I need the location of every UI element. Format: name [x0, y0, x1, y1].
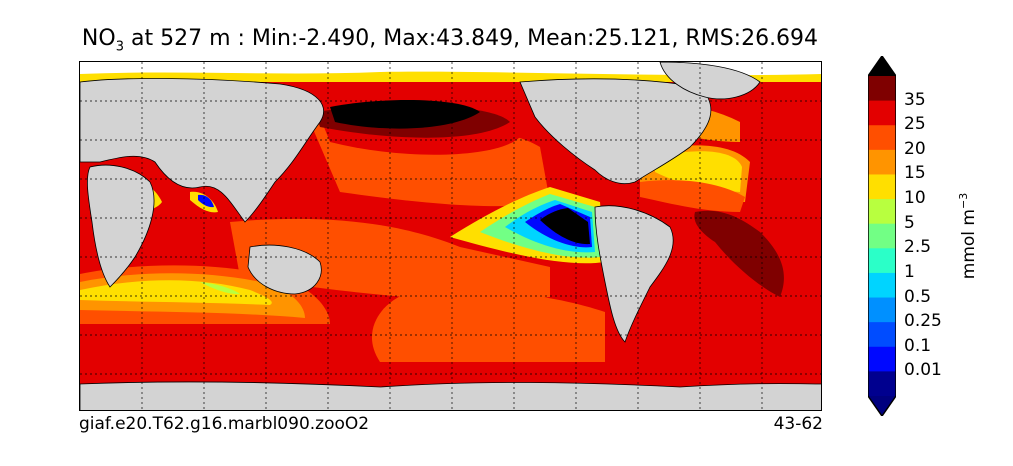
year-range: 43-62 — [773, 414, 823, 434]
arctic-missing — [80, 62, 821, 76]
colorbar-tick-label: 0.25 — [904, 311, 942, 332]
map-canvas — [80, 62, 821, 410]
colorbar-segment — [868, 223, 896, 249]
colorbar-units: mmol m−3 — [957, 193, 979, 279]
title-subscript: 3 — [115, 39, 124, 55]
bay-of-bengal-blue — [198, 194, 214, 208]
colorbar-tick-label: 10 — [904, 188, 926, 209]
subtropical-atlantic-orange — [640, 180, 745, 212]
nitrate-map — [79, 61, 822, 411]
title-species: NO — [81, 26, 116, 51]
colorbar-segment — [868, 346, 896, 372]
run-name: giaf.e20.T62.g16.marbl090.zooO2 — [79, 414, 370, 434]
colorbar-tick-label: 0.5 — [904, 286, 932, 307]
colorbar-segment — [868, 174, 896, 200]
colorbar-tick-label: 15 — [904, 163, 926, 184]
colorbar-segment — [868, 248, 896, 274]
plot-title: NO3 at 527 m : Min:-2.490, Max:43.849, M… — [0, 26, 900, 54]
colorbar-segment — [868, 76, 896, 102]
units-exponent: −3 — [957, 192, 971, 209]
southern-indian-yellow — [80, 280, 272, 305]
colorbar-over-triangle — [868, 56, 896, 76]
colorbar-tick-label: 25 — [904, 114, 926, 135]
eurasia-land — [80, 78, 324, 223]
colorbar-segment — [868, 125, 896, 151]
colorbar-segment — [868, 272, 896, 299]
north-atlantic-yellow — [655, 151, 742, 192]
south-america-land — [594, 205, 674, 343]
colorbar-segment — [868, 199, 896, 225]
colorbar-tick-label: 35 — [904, 89, 926, 110]
land-masses — [80, 62, 821, 410]
colorbar-under-triangle — [868, 396, 896, 416]
greenland-land — [659, 62, 761, 100]
africa-land — [86, 164, 155, 288]
colorbar-tick-label: 0.1 — [904, 335, 932, 356]
antarctica-land — [80, 381, 821, 410]
south-pacific-band — [371, 290, 605, 362]
etp-core — [540, 208, 590, 245]
colorbar-segment — [868, 322, 896, 348]
colorbar-tick-label: 20 — [904, 138, 926, 159]
colorbar-segment — [868, 371, 896, 397]
colorbar-tick-label: 0.01 — [904, 360, 942, 381]
north-america-land — [519, 78, 712, 185]
indian-green-patch — [200, 282, 240, 295]
colorbar-tick-label: 5 — [904, 212, 915, 233]
colorbar-segment — [868, 100, 896, 126]
north-pacific-core — [330, 100, 480, 129]
colorbar-segment — [868, 149, 896, 175]
colorbar-segment — [868, 297, 896, 323]
units-base: mmol m — [958, 209, 979, 280]
lat-lon-grid — [80, 62, 821, 410]
south-atlantic-darkred — [694, 210, 784, 297]
colorbar — [868, 56, 896, 416]
colorbar-tick-label: 2.5 — [904, 237, 932, 258]
colorbar-tick-label: 1 — [904, 261, 915, 282]
title-stats: at 527 m : Min:-2.490, Max:43.849, Mean:… — [123, 26, 819, 51]
